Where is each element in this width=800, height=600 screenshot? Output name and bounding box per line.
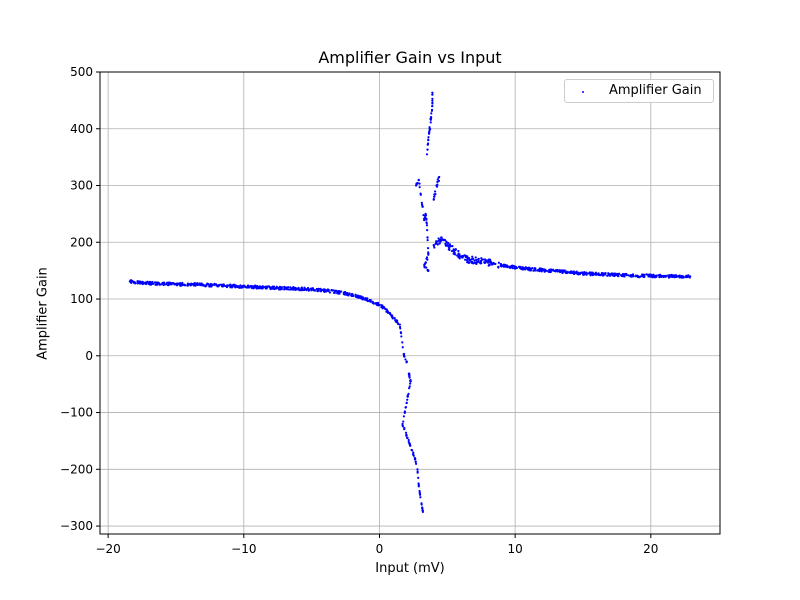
legend-label: Amplifier Gain	[609, 83, 702, 98]
y-tick-label: 200	[70, 235, 93, 249]
y-tick-label: −100	[60, 406, 93, 420]
plot-frame	[99, 71, 721, 535]
y-tick-label: −300	[60, 519, 93, 533]
grid-lines	[100, 71, 720, 534]
y-axis-label: Amplifier Gain	[35, 267, 51, 360]
x-tick-label: 0	[376, 542, 384, 556]
x-tick-label: 20	[643, 542, 658, 556]
x-tick-label: 10	[508, 542, 523, 556]
legend-marker-icon	[582, 91, 584, 93]
y-tick-label: 0	[85, 349, 93, 363]
x-tick-label: −20	[95, 542, 120, 556]
y-tick-label: 500	[70, 65, 93, 79]
chart-title: Amplifier Gain vs Input	[318, 48, 502, 67]
y-tick-label: −200	[60, 462, 93, 476]
y-tick-label: 100	[70, 292, 93, 306]
y-tick-label: 400	[70, 122, 93, 136]
x-axis-label: Input (mV)	[375, 561, 445, 576]
x-tick-label: −10	[231, 542, 256, 556]
legend: Amplifier Gain	[564, 79, 714, 103]
y-tick-label: 300	[70, 179, 93, 193]
scatter-points	[128, 91, 692, 513]
